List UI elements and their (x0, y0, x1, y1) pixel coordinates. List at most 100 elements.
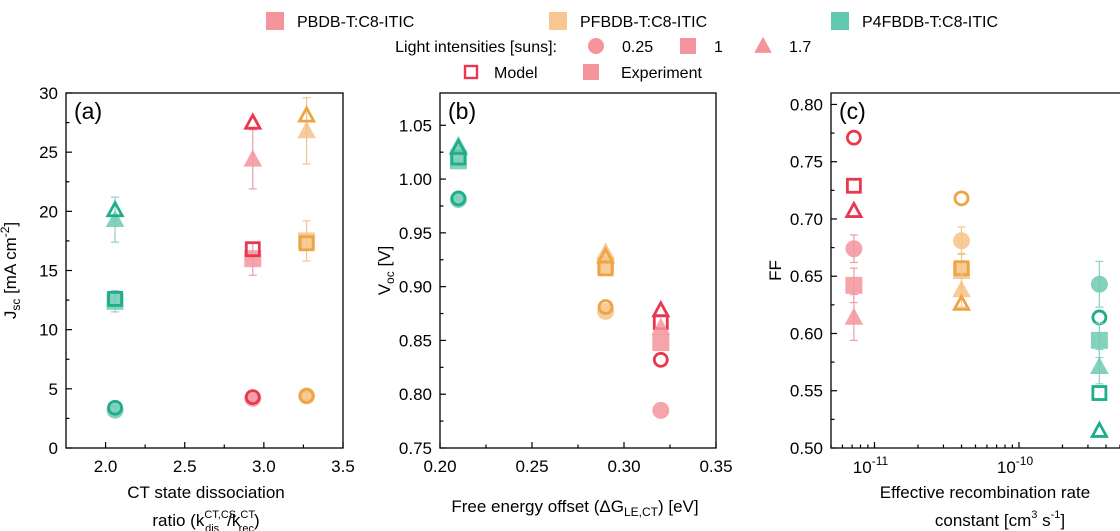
y-tick-label: 30 (39, 84, 58, 103)
y-axis-title-main: V (375, 283, 394, 295)
model-circle-marker (298, 388, 315, 404)
data-point-group (951, 272, 972, 311)
legend-material-swatch (831, 12, 849, 30)
x-tick-label: 2.0 (94, 457, 118, 476)
model-square-marker (107, 290, 123, 307)
y-tick-label: 0.60 (790, 324, 823, 343)
x-axis-title-sub: dis (205, 523, 220, 531)
data-point-group (652, 351, 670, 419)
experiment-circle-marker (652, 401, 670, 419)
x-tick-label: 3.5 (331, 457, 355, 476)
experiment-circle-marker (952, 232, 970, 250)
x-axis-title-sub: LE,CT (624, 505, 659, 519)
data-point-group (105, 196, 125, 243)
y-tick-label: 1.00 (399, 170, 432, 189)
y-axis-title-main: J (1, 311, 20, 320)
x-tick-label: 10-10 (997, 454, 1034, 477)
y-tick-label: 0.75 (399, 439, 432, 458)
y-axis-title-sub: oc (383, 271, 397, 284)
x-tick-label: 0.30 (607, 457, 640, 476)
experiment-triangle-marker (105, 209, 125, 227)
experiment-circle-marker (845, 240, 863, 258)
x-axis-title: Free energy offset (ΔGLE,CT) [eV] (451, 497, 698, 519)
y-axis-title-end: ] (1, 222, 20, 227)
legend-intensity-0: 0.25 (588, 38, 653, 56)
y-tick-label: 0.90 (399, 278, 432, 297)
legend-square-icon (680, 38, 696, 54)
data-point-group (1090, 322, 1108, 401)
legend-intensity-label: 1.7 (789, 39, 811, 56)
experiment-triangle-marker (952, 280, 971, 298)
experiment-triangle-marker (297, 121, 316, 139)
legend: PBDB-T:C8-ITIC PFBDB-T:C8-ITIC P4FBDB-T:C8… (266, 12, 998, 82)
x-axis-title-sub: rec (239, 523, 255, 531)
data-point-group (844, 200, 864, 341)
legend-experiment: Experiment (583, 64, 702, 82)
experiment-square-marker (1090, 331, 1108, 349)
experiment-circle-marker (597, 302, 615, 320)
x-tick-label: 10-11 (853, 454, 889, 477)
legend-material-label: PBDB-T:C8-ITIC (297, 14, 414, 31)
y-tick-label: 0.55 (790, 382, 823, 401)
data-point-group (845, 129, 863, 264)
model-circle-marker (1091, 309, 1108, 326)
y-tick-label: 10 (39, 321, 58, 340)
y-tick-label: 0.70 (790, 210, 823, 229)
x-axis-title-sup: -1 (1051, 509, 1061, 521)
legend-circle-icon (588, 38, 604, 54)
legend-intensity-2: 1.7 (754, 36, 811, 56)
model-circle-marker (953, 190, 970, 207)
experiment-triangle-marker (651, 317, 671, 335)
y-tick-label: 0.95 (399, 224, 432, 243)
experiment-triangle-marker (844, 307, 864, 325)
x-tick-exponent: -11 (872, 454, 889, 468)
x-axis-title-part: ) [eV] (658, 497, 699, 516)
panel-1: 0.75 0.80 0.85 0.90 0.95 1.00 1.05 0.20 0.25 0.30… (375, 92, 733, 519)
y-axis-title-main: FF (766, 260, 785, 281)
x-axis-title: CT state dissociation (127, 483, 284, 502)
y-tick-label: 0.65 (790, 267, 823, 286)
panel-0: 0 5 10 15 20 25 30 2.0 2.5 3.0 3.5 (a) Jsc [mA cm-2]… (0, 84, 355, 531)
panels: 0 5 10 15 20 25 30 2.0 2.5 3.0 3.5 (a) Jsc [mA cm-2]… (0, 84, 1120, 531)
panel-label: (c) (839, 98, 866, 124)
y-axis-title: FF (766, 260, 785, 281)
model-circle-marker (244, 389, 261, 406)
experiment-triangle-marker (243, 149, 263, 167)
x-tick-label: 0.20 (423, 457, 456, 476)
model-triangle-marker (1089, 420, 1109, 438)
x-tick-label: 0.35 (699, 457, 732, 476)
y-axis-title: Voc [V] (375, 246, 397, 296)
y-axis-title-sub: sc (9, 299, 23, 311)
data-point-group (651, 299, 671, 335)
x-axis-title-part: s (1037, 511, 1050, 530)
data-point-group (297, 97, 317, 165)
y-tick-label: 0.80 (399, 385, 432, 404)
legend-material-label: PFBDB-T:C8-ITIC (580, 14, 707, 31)
model-circle-marker (107, 399, 123, 416)
data-point-group (298, 387, 316, 405)
data-point-group (1089, 348, 1109, 438)
y-tick-label: 0.85 (399, 331, 432, 350)
y-axis-title: Jsc [mA cm-2] (0, 222, 23, 319)
data-point-group (952, 190, 970, 256)
axis-frame (830, 92, 1120, 449)
x-axis-title-part: constant [cm (935, 511, 1031, 530)
x-axis-title-2: constant [cm3 s-1] (935, 509, 1065, 530)
data-point-group (597, 299, 615, 320)
model-circle-marker (450, 190, 467, 207)
y-axis-title-rest: [mA cm (1, 237, 20, 298)
data-point-group (243, 112, 263, 190)
x-tick-label: 2.5 (173, 457, 197, 476)
x-axis-title-part: ) (254, 511, 260, 530)
x-axis-title: Effective recombination rate (880, 483, 1090, 502)
legend-material-1: PFBDB-T:C8-ITIC (549, 12, 707, 31)
model-triangle-marker (243, 112, 263, 130)
model-circle-marker (845, 129, 862, 146)
legend-experiment-swatch (583, 64, 599, 80)
experiment-triangle-marker (1090, 356, 1109, 375)
experiment-square-marker (652, 334, 670, 352)
legend-intensity-title: Light intensities [suns]: (395, 39, 557, 56)
data-point-group (298, 220, 316, 262)
data-point-group (106, 399, 124, 419)
